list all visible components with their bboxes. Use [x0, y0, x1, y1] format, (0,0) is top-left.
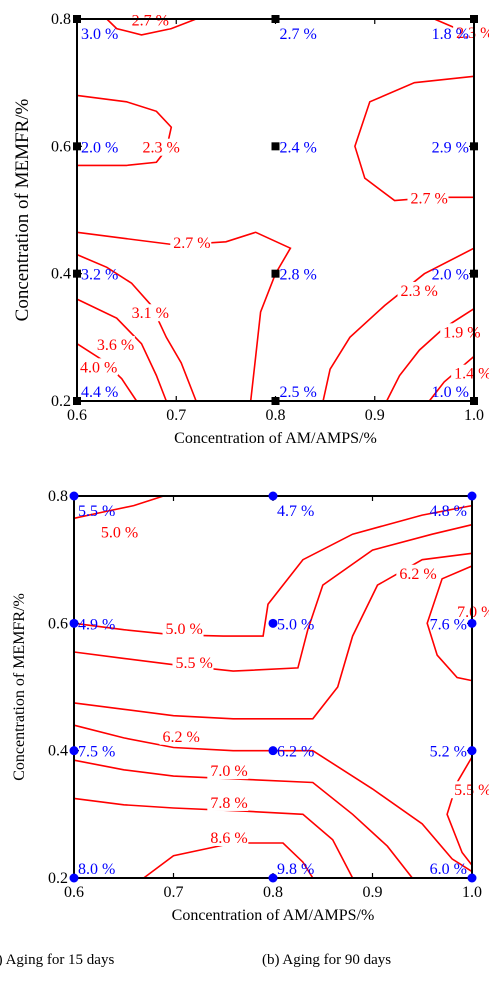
contour-line: [447, 757, 472, 865]
data-point-label: 7.6 %: [430, 616, 467, 633]
data-point-label: 5.5 %: [78, 503, 115, 520]
data-point-marker: [468, 746, 477, 755]
data-point-marker: [470, 142, 478, 150]
contour-label: 3.1 %: [132, 305, 169, 322]
data-point-label: 2.9 %: [432, 139, 469, 156]
data-point-label: 4.9 %: [78, 616, 115, 633]
contour-plot-15-days: 2.7 % 2.3 % 2.3 % 2.7 % 2.7 % 2.3 % 1.9 % 1.4 %…: [12, 11, 489, 447]
data-point-label: 4.8 %: [430, 503, 467, 520]
contour-label: 8.6 %: [210, 830, 247, 847]
y-tick-label: 0.4: [51, 266, 71, 283]
caption-aging-90-days: (b) Aging for 90 days: [262, 952, 391, 969]
plot-frame: [74, 496, 472, 878]
contour-plot-90-days: 5.0 % 5.0 % 5.5 % 6.2 % 7.0 % 6.2 % 5.5 % 7.0 %…: [11, 488, 489, 924]
y-axis-label: Concentration of MEMFR/%: [12, 98, 33, 321]
data-point-marker: [272, 142, 280, 150]
data-point-label: 4.7 %: [277, 503, 314, 520]
data-point-marker: [272, 397, 280, 405]
contour-label: 3.6 %: [97, 337, 134, 354]
contour-label: 2.7 %: [410, 191, 447, 208]
x-tick-label: 0.7: [164, 884, 184, 901]
caption-aging-15-days: (a) Aging for 15 days: [0, 952, 114, 969]
data-point-label: 6.0 %: [430, 861, 467, 878]
x-tick-label: 0.7: [166, 407, 186, 424]
data-point-label: 1.8 %: [432, 26, 469, 43]
data-point-marker: [470, 270, 478, 278]
data-point-label: 6.2 %: [277, 744, 314, 761]
data-point-label: 1.0 %: [432, 384, 469, 401]
data-point-label: 8.0 %: [78, 861, 115, 878]
y-tick-label: 0.4: [48, 743, 68, 760]
contour-label: 7.0 %: [210, 763, 247, 780]
data-point-marker: [269, 492, 278, 501]
data-point-label: 5.0 %: [277, 616, 314, 633]
y-tick-label: 0.8: [48, 488, 68, 505]
data-point-label: 2.5 %: [280, 384, 317, 401]
data-point-marker: [73, 270, 81, 278]
data-point-marker: [468, 492, 477, 501]
contour-label: 2.3 %: [401, 283, 438, 300]
y-tick-label: 0.6: [51, 138, 71, 155]
x-tick-label: 1.0: [462, 884, 482, 901]
contour-label: 2.3 %: [143, 140, 180, 157]
x-tick-label: 1.0: [464, 407, 484, 424]
data-point-label: 3.0 %: [81, 26, 118, 43]
contour-label: 4.0 %: [80, 359, 117, 376]
contour-label: 7.8 %: [210, 795, 247, 812]
x-axis-label: Concentration of AM/AMPS/%: [174, 430, 377, 447]
contour-label: 6.2 %: [163, 729, 200, 746]
y-tick-label: 0.2: [51, 393, 71, 410]
data-point-marker: [468, 619, 477, 628]
contour-label: 2.7 %: [132, 12, 169, 29]
data-point-label: 3.2 %: [81, 267, 118, 284]
data-point-label: 2.8 %: [280, 267, 317, 284]
y-axis-label: Concentration of MEMFR/%: [11, 593, 28, 781]
x-axis-label: Concentration of AM/AMPS/%: [172, 907, 375, 924]
data-point-label: 2.4 %: [280, 139, 317, 156]
data-point-marker: [272, 270, 280, 278]
data-point-marker: [73, 15, 81, 23]
data-point-marker: [272, 15, 280, 23]
contour-label: 1.4 %: [454, 366, 489, 383]
x-tick-label: 0.8: [266, 407, 286, 424]
data-point-marker: [73, 397, 81, 405]
contour-label: 5.0 %: [101, 524, 138, 541]
y-tick-label: 0.6: [48, 615, 68, 632]
data-point-marker: [470, 15, 478, 23]
data-point-label: 2.0 %: [81, 139, 118, 156]
data-point-label: 2.7 %: [280, 26, 317, 43]
data-point-marker: [468, 874, 477, 883]
data-point-label: 9.8 %: [277, 861, 314, 878]
data-point-marker: [470, 397, 478, 405]
data-point-marker: [70, 492, 79, 501]
x-tick-label: 0.8: [263, 884, 283, 901]
contour-label: 5.5 %: [175, 655, 212, 672]
x-tick-label: 0.9: [363, 884, 383, 901]
x-tick-label: 0.9: [365, 407, 385, 424]
contour-label: 6.2 %: [399, 566, 436, 583]
data-point-label: 2.0 %: [432, 267, 469, 284]
y-tick-label: 0.2: [48, 870, 68, 887]
data-point-label: 7.5 %: [78, 744, 115, 761]
plot-frame: [77, 19, 474, 401]
data-point-label: 4.4 %: [81, 384, 118, 401]
data-point-marker: [73, 142, 81, 150]
y-tick-label: 0.8: [51, 11, 71, 28]
contour-label: 5.0 %: [166, 621, 203, 638]
data-point-label: 5.2 %: [430, 744, 467, 761]
contour-label: 2.7 %: [173, 235, 210, 252]
